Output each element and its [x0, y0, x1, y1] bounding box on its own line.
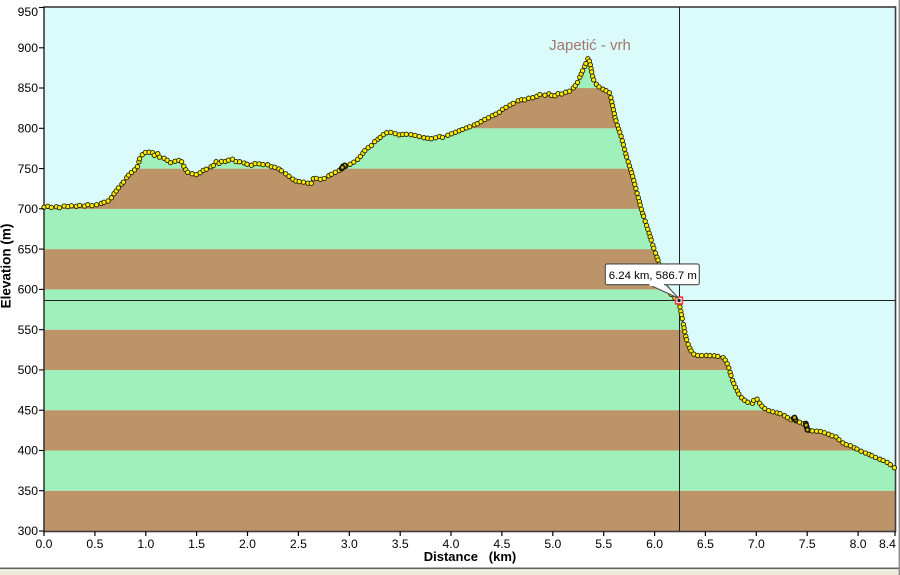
svg-text:2.5: 2.5 — [290, 537, 307, 551]
svg-text:550: 550 — [18, 323, 39, 337]
svg-text:500: 500 — [18, 363, 39, 377]
svg-text:Japetić - vrh: Japetić - vrh — [549, 37, 631, 54]
svg-text:450: 450 — [18, 403, 39, 417]
svg-text:1.0: 1.0 — [137, 537, 154, 551]
svg-text:Elevation (m): Elevation (m) — [0, 224, 14, 309]
svg-text:5.5: 5.5 — [595, 537, 612, 551]
svg-text:1.5: 1.5 — [188, 537, 205, 551]
svg-text:3.0: 3.0 — [341, 537, 358, 551]
svg-text:6.24 km, 586.7 m: 6.24 km, 586.7 m — [609, 270, 697, 282]
svg-text:0.0: 0.0 — [36, 537, 53, 551]
svg-text:6.0: 6.0 — [646, 537, 663, 551]
svg-text:Distance (km): Distance (km) — [424, 549, 516, 564]
svg-text:4.0: 4.0 — [443, 537, 460, 551]
svg-text:800: 800 — [18, 122, 39, 136]
svg-text:7.0: 7.0 — [748, 537, 765, 551]
svg-text:3.5: 3.5 — [392, 537, 409, 551]
svg-text:8.0: 8.0 — [850, 537, 867, 551]
svg-text:400: 400 — [18, 444, 39, 458]
svg-text:350: 350 — [18, 484, 39, 498]
svg-text:8.4: 8.4 — [879, 537, 896, 551]
svg-text:5.0: 5.0 — [544, 537, 561, 551]
svg-text:950: 950 — [18, 5, 39, 19]
svg-text:2.0: 2.0 — [239, 537, 256, 551]
svg-text:300: 300 — [18, 524, 39, 538]
svg-text:4.5: 4.5 — [493, 537, 510, 551]
svg-text:900: 900 — [18, 41, 39, 55]
svg-text:600: 600 — [18, 283, 39, 297]
svg-text:850: 850 — [18, 81, 39, 95]
svg-text:700: 700 — [18, 202, 39, 216]
svg-text:750: 750 — [18, 162, 39, 176]
svg-text:7.5: 7.5 — [799, 537, 816, 551]
svg-text:0.5: 0.5 — [86, 537, 103, 551]
svg-text:6.5: 6.5 — [697, 537, 714, 551]
svg-text:650: 650 — [18, 242, 39, 256]
